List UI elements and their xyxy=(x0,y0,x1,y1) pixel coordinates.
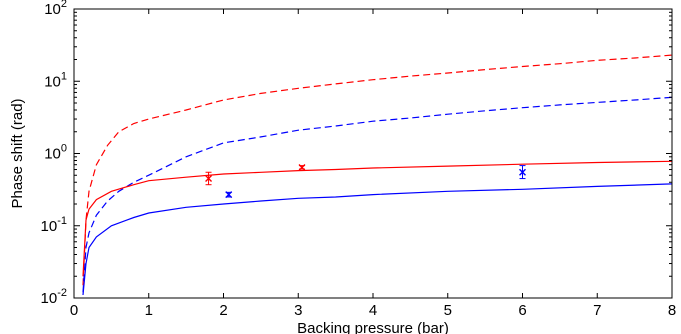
point-marker xyxy=(519,168,526,176)
series-line-1 xyxy=(82,54,672,286)
data-point-4 xyxy=(519,165,526,180)
data-point-3 xyxy=(225,191,233,199)
x-tick-label: 4 xyxy=(369,302,377,319)
data-point-2 xyxy=(298,164,306,171)
y-tick-label: 10-2 xyxy=(41,287,67,307)
point-marker xyxy=(205,175,213,183)
series-layer xyxy=(82,54,672,296)
x-tick-label: 1 xyxy=(145,302,153,319)
x-tick-label: 8 xyxy=(668,302,676,319)
x-tick-label: 2 xyxy=(219,302,227,319)
labels-layer: 0 1 2 3 4 5 6 7 8 10-2 10-1 100 101 102 xyxy=(41,0,677,319)
y-tick-label: 102 xyxy=(44,0,67,18)
data-point-1 xyxy=(205,171,213,186)
y-axis-title: Phase shift (rad) xyxy=(9,98,26,208)
series-line-2 xyxy=(82,96,672,293)
x-tick-label: 3 xyxy=(294,302,302,319)
point-marker xyxy=(225,191,233,199)
series-line-3 xyxy=(82,160,672,277)
ticks-layer xyxy=(74,9,672,298)
points-layer xyxy=(205,164,526,199)
x-tick-label: 7 xyxy=(593,302,601,319)
y-tick-label: 101 xyxy=(44,70,67,90)
y-tick-label: 100 xyxy=(44,143,67,163)
x-tick-label: 5 xyxy=(444,302,452,319)
plot-frame xyxy=(73,8,673,299)
point-marker xyxy=(298,164,306,171)
x-tick-label: 0 xyxy=(70,302,78,319)
x-axis-title: Backing pressure (bar) xyxy=(297,320,449,334)
y-tick-label: 10-1 xyxy=(41,215,67,235)
x-tick-label: 6 xyxy=(518,302,526,319)
series-line-4 xyxy=(82,183,672,296)
